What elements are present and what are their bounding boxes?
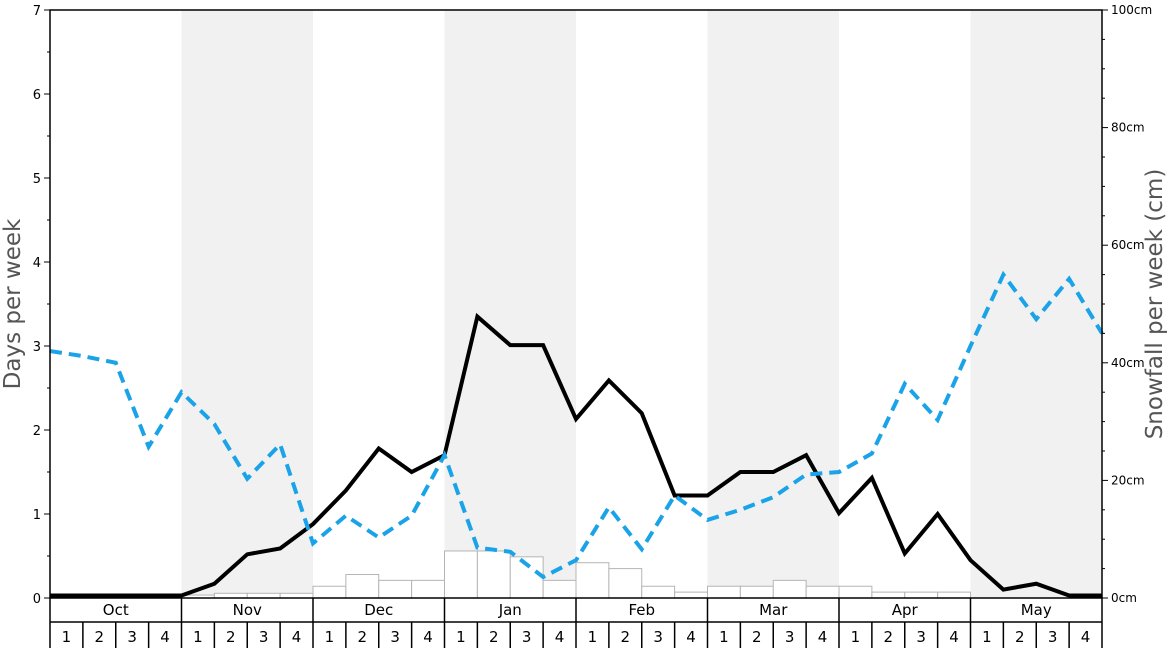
- week-label: 1: [588, 628, 598, 646]
- solid-line-series: [50, 312, 1102, 598]
- snowfall-bar: [739, 585, 774, 599]
- week-label: 3: [785, 628, 795, 646]
- month-band: [707, 10, 839, 598]
- week-label: 3: [916, 628, 926, 646]
- snowfall-bar: [838, 585, 873, 599]
- week-label: 1: [62, 628, 72, 646]
- snowfall-bar: [312, 585, 347, 599]
- month-label: Nov: [233, 601, 262, 619]
- data-lines: [49, 270, 1104, 598]
- snowfall-bar: [444, 550, 478, 599]
- week-label: 2: [884, 628, 894, 646]
- week-label: 2: [621, 628, 631, 646]
- left-tick-label: 0: [33, 592, 41, 607]
- week-label: 2: [489, 628, 499, 646]
- week-label: 1: [982, 628, 992, 646]
- month-label: Oct: [103, 601, 129, 619]
- week-label: 3: [522, 628, 532, 646]
- right-tick-label: 0cm: [1111, 591, 1137, 605]
- month-label: Dec: [364, 601, 393, 619]
- week-label: 4: [292, 628, 302, 646]
- week-label: 4: [818, 628, 828, 646]
- week-label: 3: [1048, 628, 1058, 646]
- week-label: 1: [851, 628, 861, 646]
- week-label: 4: [160, 628, 170, 646]
- y-axis-title-right: Snowfall per week (cm): [1142, 169, 1168, 440]
- snowfall-bar: [674, 591, 708, 599]
- snowfall-bar: [476, 550, 511, 599]
- week-label: 1: [193, 628, 203, 646]
- week-label: 2: [95, 628, 105, 646]
- month-band: [576, 10, 708, 598]
- left-tick-label: 5: [33, 172, 41, 187]
- week-label: 1: [456, 628, 466, 646]
- week-label: 3: [259, 628, 269, 646]
- snowfall-bar: [378, 579, 413, 599]
- snowfall-bar: [772, 579, 807, 599]
- left-tick-label: 6: [33, 88, 41, 103]
- week-label: 4: [555, 628, 565, 646]
- left-tick-label: 2: [33, 424, 41, 439]
- week-label: 4: [949, 628, 959, 646]
- left-tick-label: 7: [33, 4, 41, 19]
- left-tick-label: 4: [33, 256, 41, 271]
- left-tick-label: 1: [33, 508, 41, 523]
- month-band: [313, 10, 445, 598]
- month-band: [181, 10, 313, 598]
- week-label: 2: [752, 628, 762, 646]
- week-label: 1: [719, 628, 729, 646]
- snowfall-bar: [345, 573, 380, 599]
- snowfall-bars: [181, 550, 971, 599]
- month-band: [444, 10, 576, 598]
- snowfall-bar: [575, 562, 610, 599]
- month-row: Oct Nov Dec Jan Feb Mar Apr May: [49, 598, 1103, 623]
- snowfall-bar: [937, 591, 971, 599]
- week-label: 4: [1081, 628, 1091, 646]
- right-tick-label: 80cm: [1111, 121, 1145, 135]
- month-label: Apr: [892, 601, 919, 619]
- snowfall-bar: [641, 585, 676, 599]
- week-label: 2: [1015, 628, 1025, 646]
- right-tick-label: 20cm: [1111, 473, 1145, 487]
- week-row: 1 2 3 4 1 2 3 4 1 2 3 4 1 2 3 4 1 2 3 4 1 2 3 4 1 2 3 4 1 2 3 4: [49, 622, 1103, 648]
- week-label: 4: [686, 628, 696, 646]
- left-tick-label: 3: [33, 340, 41, 355]
- month-label: Feb: [628, 601, 655, 619]
- month-band: [839, 10, 971, 598]
- snowfall-bar: [871, 591, 906, 599]
- week-label: 2: [226, 628, 236, 646]
- month-band: [50, 10, 182, 598]
- dashed-line-series: [49, 270, 1104, 580]
- week-label: 4: [423, 628, 433, 646]
- month-band: [970, 10, 1102, 598]
- snowfall-bar: [542, 579, 577, 599]
- week-label: 3: [390, 628, 400, 646]
- y-axis-title-left: Days per week: [0, 218, 26, 389]
- month-label: May: [1021, 601, 1052, 619]
- month-bands: [50, 10, 1102, 598]
- month-label: Jan: [498, 601, 522, 619]
- snowfall-bar: [608, 568, 643, 599]
- week-label: 1: [325, 628, 335, 646]
- week-label: 3: [127, 628, 137, 646]
- right-tick-label: 40cm: [1111, 356, 1145, 370]
- week-label: 2: [358, 628, 368, 646]
- snowfall-bar: [411, 579, 445, 599]
- month-label: Mar: [759, 601, 788, 619]
- snowfall-bar: [904, 591, 939, 599]
- right-tick-label: 60cm: [1111, 238, 1145, 252]
- snowfall-bar: [707, 585, 741, 599]
- week-label: 3: [653, 628, 663, 646]
- snowfall-bar: [805, 585, 840, 599]
- right-tick-label: 100cm: [1111, 3, 1152, 17]
